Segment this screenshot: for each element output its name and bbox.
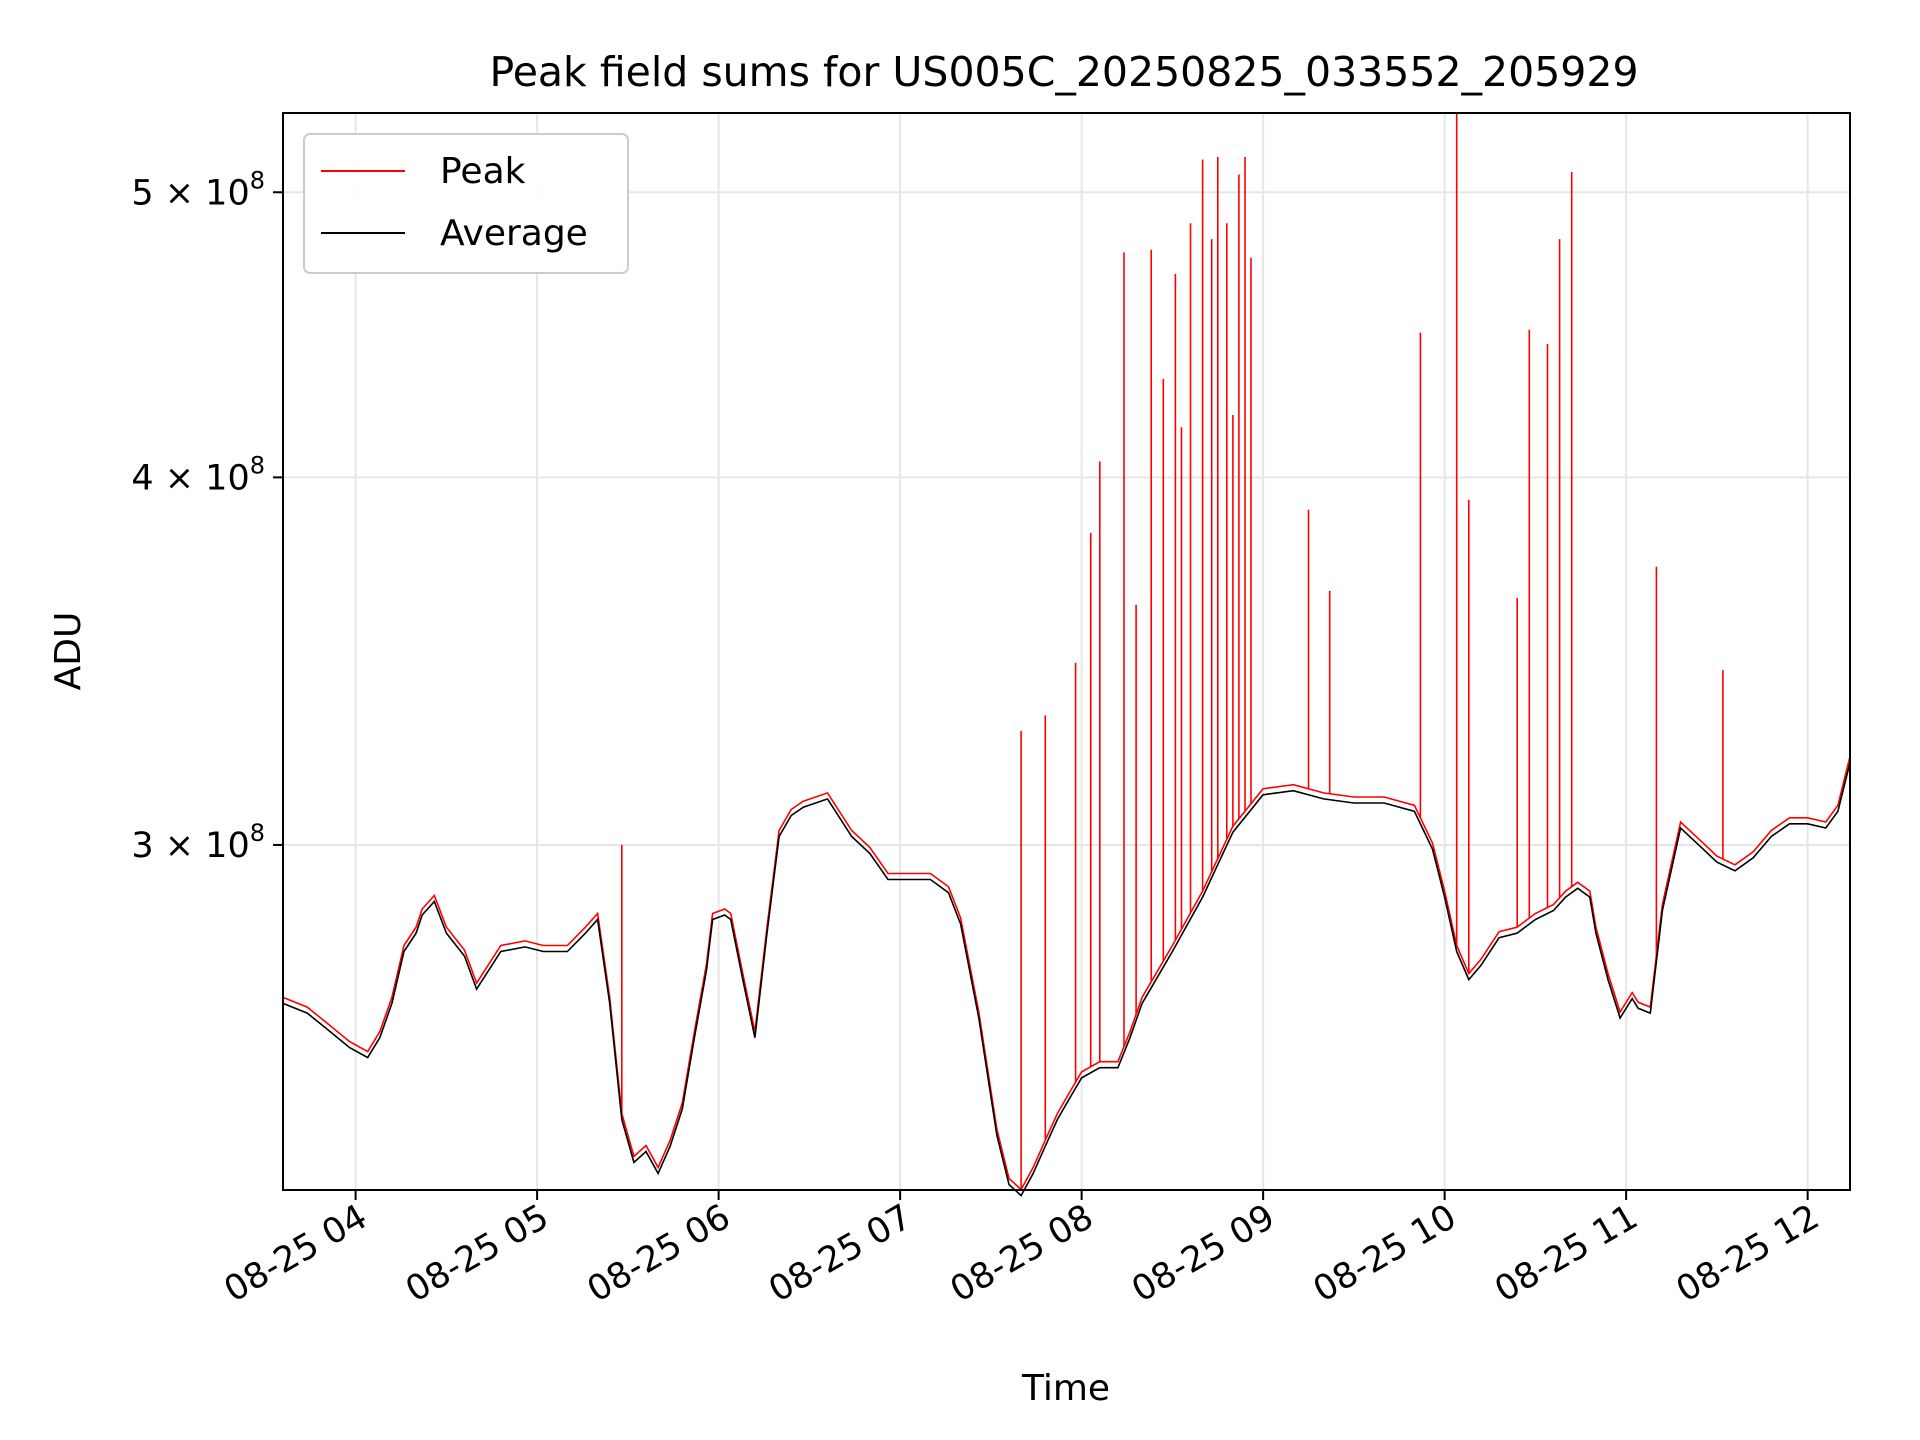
y-tick-label: 4 × 108 [131,451,265,498]
legend-box [303,133,629,274]
y-tick-label: 3 × 108 [131,819,265,866]
grid [283,113,1850,1190]
plot-frame [282,112,1851,1191]
y-axis-label: ADU [48,612,89,691]
legend-label-average: Average [440,213,588,254]
legend: Peak Average [303,133,629,274]
peak-series-line [282,756,1851,1191]
chart-title: Peak field sums for US005C_20250825_0335… [489,48,1638,96]
legend-label-peak: Peak [440,151,526,192]
y-axis: 5 × 108 4 × 108 3 × 108 [131,166,283,866]
y-tick-label: 5 × 108 [131,166,265,213]
x-axis-label: Time [1021,1368,1110,1409]
